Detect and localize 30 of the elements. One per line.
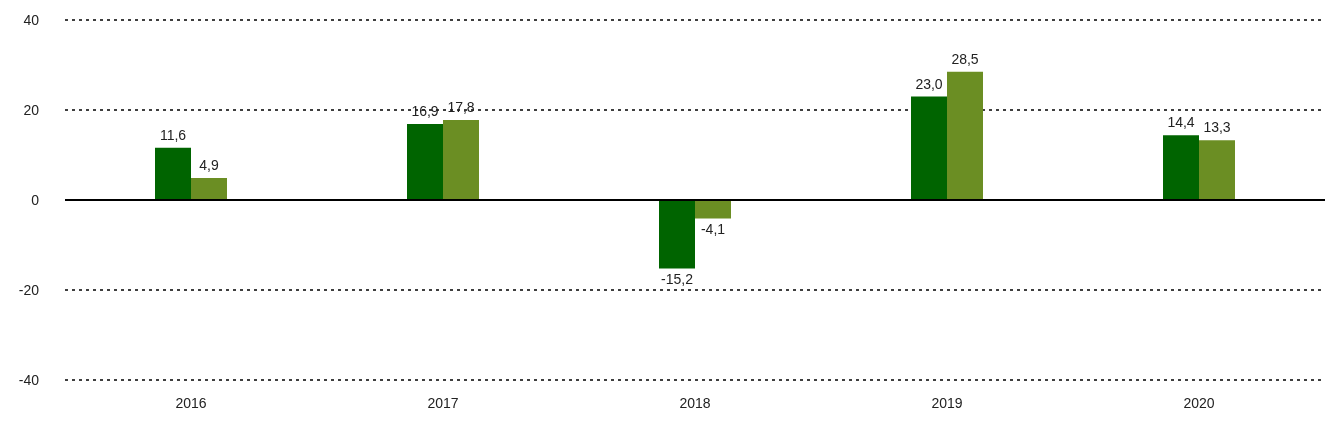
bar: [1199, 140, 1235, 200]
x-tick-label: 2016: [175, 394, 207, 411]
x-tick-label: 2017: [427, 394, 459, 411]
y-tick-label: 40: [23, 11, 40, 28]
x-tick-label: 2019: [931, 394, 963, 411]
bar: [1163, 135, 1199, 200]
data-label: -15,2: [661, 271, 694, 288]
data-label: 16,9: [411, 102, 439, 119]
data-label: 13,3: [1203, 119, 1231, 136]
data-label: 11,6: [159, 126, 187, 143]
bar: [659, 200, 695, 269]
x-tick-label: 2020: [1183, 394, 1215, 411]
y-tick-label: -40: [18, 371, 40, 388]
bar: [695, 200, 731, 219]
data-label: 4,9: [199, 156, 219, 173]
data-label: 28,5: [951, 50, 979, 67]
data-label: 14,4: [1167, 114, 1195, 131]
x-tick-label: 2018: [679, 394, 711, 411]
y-tick-label: 20: [23, 101, 40, 118]
data-label: 23,0: [915, 75, 943, 92]
y-tick-label: 0: [31, 191, 40, 208]
bar: [155, 147, 191, 200]
bar: [911, 96, 947, 200]
bar: [407, 123, 443, 200]
bar: [443, 119, 479, 200]
bar: [947, 71, 983, 200]
data-label: 17,8: [447, 98, 475, 115]
data-label: -4,1: [700, 221, 726, 238]
y-tick-label: -20: [18, 281, 40, 298]
bar: [191, 177, 227, 200]
